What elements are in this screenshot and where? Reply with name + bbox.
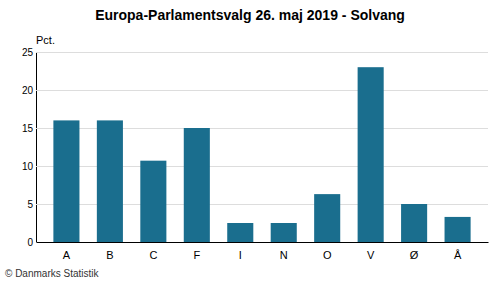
y-tick: 25 xyxy=(22,47,488,58)
y-tick-label: 15 xyxy=(22,123,34,134)
bar xyxy=(227,223,253,242)
y-tick-label: 20 xyxy=(22,85,34,96)
x-tick: I xyxy=(239,249,242,261)
bar xyxy=(445,217,471,242)
title: Europa-Parlamentsvalg 26. maj 2019 - Sol… xyxy=(95,7,405,23)
x-tick: F xyxy=(193,249,200,261)
bar xyxy=(401,204,427,242)
bar xyxy=(97,120,123,242)
y-tick-label: 5 xyxy=(27,199,33,210)
plot: 0 5 10 15 20 25 A B C F I N O V Ø Å xyxy=(22,47,489,261)
x-tick: Å xyxy=(454,249,462,261)
x-tick: B xyxy=(106,249,113,261)
x-tick-label: F xyxy=(193,249,200,261)
y-tick: 20 xyxy=(22,85,488,96)
bar xyxy=(53,120,79,242)
x-tick-label: C xyxy=(149,249,157,261)
x-tick-label: O xyxy=(323,249,332,261)
x-tick-label: B xyxy=(106,249,113,261)
grid-line xyxy=(36,242,488,243)
y-axis-line xyxy=(36,53,37,243)
grid-line xyxy=(36,52,488,53)
y-tick: 10 xyxy=(22,161,488,172)
bar xyxy=(314,194,340,242)
bar xyxy=(271,223,297,242)
y-tick-label: 10 xyxy=(22,161,34,172)
x-tick: V xyxy=(367,249,375,261)
x-tick-label: Ø xyxy=(410,249,419,261)
y-tick-label: 25 xyxy=(22,47,34,58)
bars xyxy=(53,67,470,242)
x-tick-label: I xyxy=(239,249,242,261)
x-tick-label: N xyxy=(280,249,288,261)
bar xyxy=(358,67,384,242)
x-axis: ABCFINOVØÅ xyxy=(37,243,489,261)
x-axis-line xyxy=(37,242,489,243)
y-axis: 0 5 10 15 20 25 xyxy=(22,47,488,248)
chart: Europa-Parlamentsvalg 26. maj 2019 - Sol… xyxy=(0,0,500,282)
x-tick-label: V xyxy=(367,249,375,261)
x-tick: Ø xyxy=(410,249,419,261)
x-tick: N xyxy=(280,249,288,261)
x-tick: C xyxy=(149,249,157,261)
y-tick: 15 xyxy=(22,123,488,134)
x-tick-label: A xyxy=(63,249,71,261)
footer: © Danmarks Statistik xyxy=(5,268,100,279)
bar xyxy=(184,128,210,242)
x-tick-label: Å xyxy=(454,249,462,261)
grid-line xyxy=(36,90,488,91)
bar xyxy=(140,161,166,242)
y-axis-label: Pct. xyxy=(36,34,55,46)
y-tick-label: 0 xyxy=(27,237,33,248)
x-tick: A xyxy=(63,249,71,261)
x-tick: O xyxy=(323,249,332,261)
